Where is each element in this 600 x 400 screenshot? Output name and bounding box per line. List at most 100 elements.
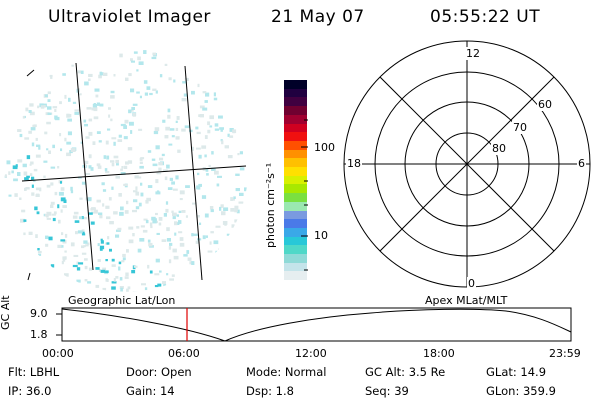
emission-pixel [136, 226, 140, 229]
emission-pixel [153, 130, 159, 135]
emission-pixel [102, 267, 106, 271]
emission-pixel [109, 248, 112, 252]
emission-pixel [73, 211, 79, 215]
emission-pixel [234, 209, 238, 213]
emission-pixel [151, 56, 157, 60]
lon-line-1 [75, 62, 94, 271]
emission-pixel [14, 193, 18, 197]
emission-pixel [178, 210, 182, 213]
emission-pixel [52, 106, 58, 109]
emission-pixel [17, 159, 23, 163]
emission-pixel [44, 214, 49, 217]
emission-pixel [137, 248, 142, 253]
emission-pixel [133, 51, 138, 54]
info-gain: Gain: 14 [126, 384, 175, 398]
emission-pixel [159, 270, 162, 273]
emission-pixel [57, 166, 60, 169]
emission-pixel [91, 211, 95, 214]
emission-pixel [60, 148, 63, 152]
emission-pixel [175, 120, 178, 123]
emission-pixel [162, 169, 168, 172]
emission-pixel [207, 121, 211, 126]
emission-pixel [206, 173, 209, 176]
emission-pixel [96, 163, 101, 167]
emission-pixel [60, 181, 62, 184]
emission-pixel [138, 202, 142, 207]
emission-pixel [123, 183, 128, 186]
emission-pixel [171, 274, 175, 277]
emission-pixel [67, 131, 72, 136]
emission-pixel [149, 270, 153, 274]
emission-pixel [81, 216, 84, 220]
emission-pixel [104, 168, 108, 172]
emission-pixel [111, 186, 114, 190]
emission-pixel [197, 83, 200, 88]
emission-pixel [93, 116, 99, 120]
emission-pixel [47, 106, 52, 110]
colorbar-swatch [284, 140, 307, 150]
emission-pixel [99, 215, 103, 219]
emission-pixel [17, 129, 22, 132]
emission-pixel [34, 206, 38, 211]
emission-pixel [50, 264, 55, 268]
timeline-xtick-18: 18:00 [423, 347, 455, 360]
timeline-right-title: Apex MLat/MLT [425, 294, 508, 307]
emission-pixel [17, 172, 21, 176]
emission-pixel [130, 88, 135, 93]
emission-pixel [161, 239, 167, 242]
emission-pixel [181, 128, 186, 132]
emission-pixel [186, 250, 190, 254]
emission-pixel [111, 137, 117, 140]
emission-pixel [209, 115, 214, 120]
polar-plot [343, 40, 591, 288]
emission-pixel [48, 150, 51, 154]
emission-pixel [24, 137, 30, 140]
emission-pixel [173, 255, 179, 260]
colorbar-swatch [284, 106, 307, 115]
emission-pixel [79, 197, 83, 200]
emission-pixel [93, 107, 98, 110]
emission-pixel [48, 236, 53, 241]
emission-pixel [195, 126, 199, 130]
emission-pixel [4, 174, 7, 178]
emission-pixel [29, 163, 32, 166]
emission-pixel [204, 213, 209, 218]
emission-pixel [143, 218, 148, 221]
emission-pixel [144, 287, 148, 291]
emission-pixel [110, 160, 115, 163]
emission-pixel [221, 140, 224, 145]
emission-pixel [40, 105, 45, 109]
emission-pixel [54, 191, 58, 196]
emission-pixel [102, 203, 105, 207]
emission-pixel [121, 166, 124, 169]
edge-tick [26, 69, 35, 77]
emission-pixel [227, 133, 230, 137]
emission-pixel [138, 61, 144, 65]
emission-pixel [229, 135, 234, 138]
emission-pixel [64, 250, 67, 253]
emission-pixel [62, 256, 66, 260]
emission-pixel [64, 273, 69, 277]
emission-pixel [36, 144, 41, 147]
emission-pixel [123, 125, 127, 129]
info-flt: Flt: LBHL [8, 365, 60, 379]
emission-pixel [167, 114, 171, 119]
emission-pixel [151, 158, 156, 161]
emission-pixel [235, 188, 240, 192]
emission-pixel [61, 232, 64, 236]
emission-pixel [118, 134, 122, 138]
emission-pixel [140, 225, 145, 228]
lat-label-70: 70 [512, 121, 528, 134]
emission-pixel [201, 195, 207, 199]
emission-pixel [181, 98, 187, 102]
emission-pixel [147, 239, 151, 243]
info-door: Door: Open [126, 365, 192, 379]
emission-pixel [155, 90, 158, 94]
emission-pixel [157, 283, 162, 287]
emission-pixel [174, 221, 178, 226]
emission-pixel [113, 211, 118, 215]
emission-pixel [162, 119, 166, 123]
emission-pixel [197, 172, 200, 176]
emission-pixel [77, 70, 82, 74]
emission-pixel [217, 175, 222, 178]
